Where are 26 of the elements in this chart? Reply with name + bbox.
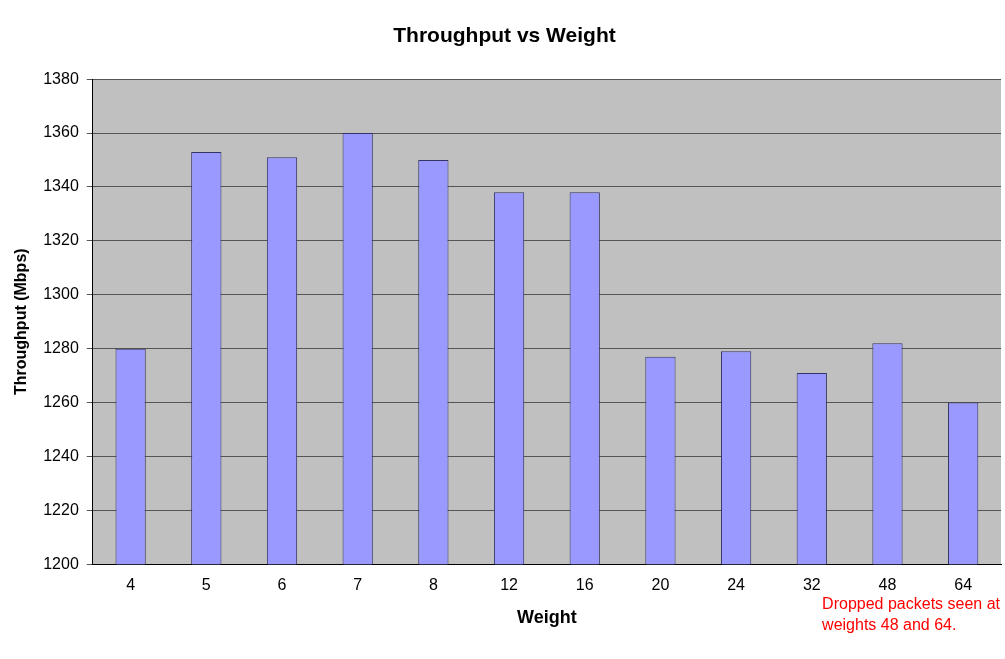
y-tick-label: 1240 <box>43 446 79 464</box>
y-tick-label: 1340 <box>43 177 79 195</box>
x-tick-label: 16 <box>575 576 594 594</box>
x-tick-label: 48 <box>878 576 897 594</box>
x-tick-label: 24 <box>727 576 746 594</box>
y-tick-label: 1360 <box>43 123 79 141</box>
x-tick-label: 6 <box>277 576 287 594</box>
text: Dropped packets seen at weights 48 and 64. <box>821 595 1001 633</box>
y-tick-label: 1280 <box>43 339 79 357</box>
x-tick-label: 8 <box>428 576 438 594</box>
y-tick-label: 1220 <box>43 500 79 518</box>
y-tick-label: 1260 <box>43 392 79 410</box>
x-tick-label: 20 <box>651 576 670 594</box>
y-tick-label: 1300 <box>43 285 79 303</box>
y-tick-label: 1320 <box>43 231 79 249</box>
x-tick-label: 7 <box>353 576 363 594</box>
y-tick-label: 1380 <box>43 69 79 87</box>
x-tick-label: 32 <box>802 576 821 594</box>
x-tick-label: 5 <box>201 576 211 594</box>
x-tick-label: 12 <box>500 576 519 594</box>
x-tick-label: 4 <box>126 576 136 594</box>
y-tick-label: 1200 <box>43 554 79 572</box>
y-axis-title: Throughput (Mbps) <box>12 248 30 396</box>
chart-title: Throughput vs Weight <box>393 23 616 47</box>
x-tick-label: 64 <box>954 576 973 594</box>
x-axis-title: Weight <box>517 607 577 628</box>
